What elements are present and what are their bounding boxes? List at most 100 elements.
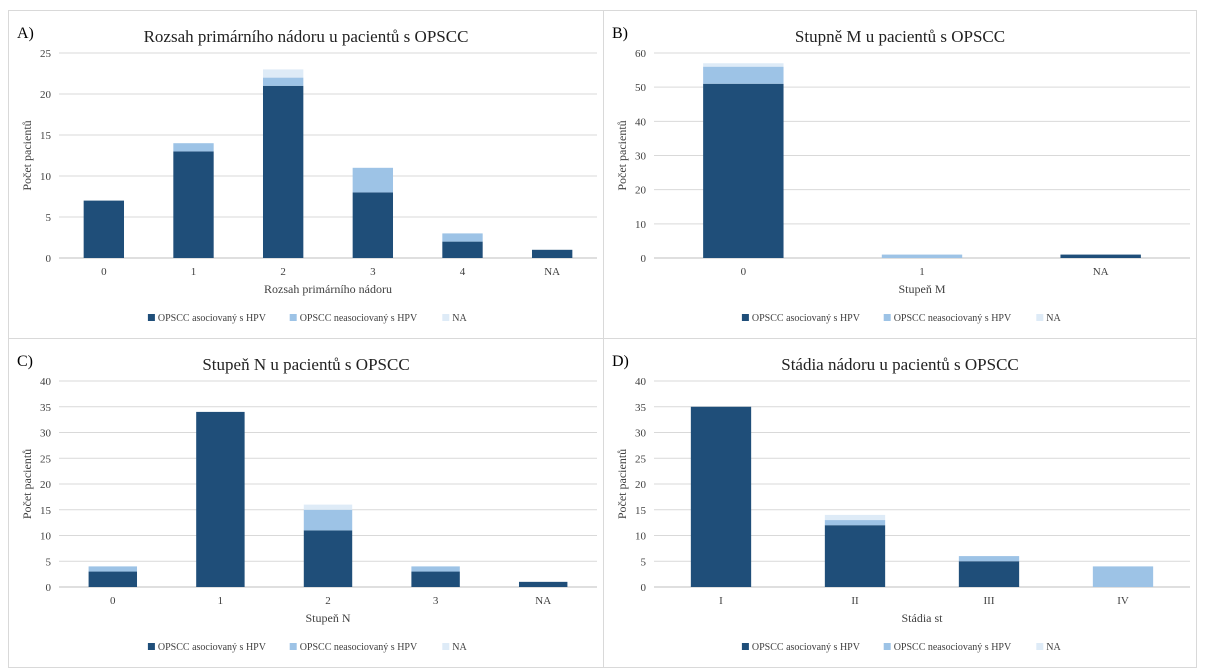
y-tick-label: 5 [46,556,52,568]
bar-segment [958,561,1020,587]
legend-entry: OPSCC asociovaný s HPV [158,313,267,324]
y-tick-label: 20 [40,89,52,101]
bar-segment [824,520,886,526]
chart-title: Stupně M u pacientů s OPSCC [794,27,1006,46]
legend-entry: NA [452,642,467,653]
y-tick-label: 10 [40,171,52,183]
y-tick-label: 10 [635,219,647,231]
y-tick-label: 5 [46,212,52,224]
legend-entry: OPSCC neasociovaný s HPV [300,642,418,653]
y-tick-label: 0 [46,253,52,265]
panel-letter: D) [612,353,629,370]
bar-segment [411,571,460,587]
chart-panel-d: D) Stádia nádoru u pacientů s OPSCC 0 5 10… [603,338,1197,668]
y-tick-label: 0 [46,582,52,594]
y-tick-label: 20 [40,479,52,491]
y-tick-label: 30 [635,151,647,163]
chart-title: Stádia nádoru u pacientů s OPSCC [781,355,1019,374]
x-tick-label: 3 [370,266,376,278]
bar-segment [824,514,886,521]
bar-chart: 0 5 10 15 20 25 30 35 40 0 1 2 3 NA Stupeň N Počet paci… [20,376,597,653]
y-axis-title: Počet pacientů [615,120,629,190]
x-tick-label: NA [535,595,551,607]
legend-entry: OPSCC neasociovaný s HPV [894,642,1012,653]
chart-panel-b: B) Stupně M u pacientů s OPSCC 0 10 20 30 40… [603,10,1197,339]
y-tick-label: 20 [635,479,647,491]
bar-segment [88,571,138,587]
bar-segment [262,77,304,86]
y-tick-label: 0 [641,253,647,265]
bar-segment [262,85,304,258]
x-tick-label: I [719,595,723,607]
x-tick-label: NA [1093,266,1109,278]
legend-swatch [289,314,297,321]
legend-swatch [1036,643,1044,650]
legend: OPSCC asociovaný s HPV OPSCC neasociovaný… [147,313,468,324]
y-tick-label: 40 [40,376,52,388]
y-axis-title: Počet pacientů [20,120,34,190]
legend-entry: OPSCC asociovaný s HPV [158,642,267,653]
bar-segment [262,69,304,78]
x-tick-label: 0 [110,595,116,607]
legend: OPSCC asociovaný s HPV OPSCC neasociovaný… [147,642,468,653]
y-tick-label: 10 [635,531,647,543]
y-tick-label: 35 [40,402,52,414]
bar-segment [303,504,353,510]
y-tick-label: 40 [635,376,647,388]
legend-swatch [442,314,450,321]
bar-segment [958,556,1020,562]
bar-segment [411,566,460,572]
x-tick-label: 2 [325,595,331,607]
panel-letter: C) [17,353,33,370]
x-tick-label: III [984,595,995,607]
bar-segment [1060,254,1141,258]
legend: OPSCC asociovaný s HPV OPSCC neasociovaný… [741,642,1062,653]
x-tick-label: 4 [460,266,466,278]
x-axis-title: Stupeň M [898,282,945,296]
legend-entry: OPSCC neasociovaný s HPV [300,313,418,324]
chart-title: Stupeň N u pacientů s OPSCC [202,355,410,374]
bar-segment [173,151,214,258]
legend-swatch [741,314,749,321]
y-tick-label: 5 [641,556,647,568]
y-tick-label: 15 [40,505,52,517]
bar-segment [442,233,483,242]
bar-segment [196,411,245,587]
legend-swatch [442,643,450,650]
x-tick-label: 1 [919,266,925,278]
legend-swatch [147,314,155,321]
legend-swatch [883,314,891,321]
y-tick-label: 25 [40,453,52,465]
y-tick-label: 25 [635,453,647,465]
bar-segment [352,167,394,193]
y-tick-label: 60 [635,48,647,60]
y-tick-label: 10 [40,531,52,543]
legend-swatch [289,643,297,650]
x-tick-label: 0 [741,266,747,278]
bar-segment [690,406,752,587]
x-tick-label: 2 [280,266,286,278]
x-axis-title: Rozsah primárního nádoru [264,282,392,296]
x-tick-label: 1 [191,266,197,278]
y-tick-label: 30 [635,428,647,440]
legend-swatch [883,643,891,650]
x-tick-label: 3 [433,595,439,607]
legend-entry: NA [1046,642,1061,653]
bar-segment [531,249,573,258]
y-tick-label: 15 [635,505,647,517]
bar-segment [703,63,784,67]
x-tick-label: NA [544,266,560,278]
bar-chart: 0 5 10 15 20 25 0 1 2 3 4 NA Rozsah primárního nádor… [20,48,597,324]
chart-panel-a: A) Rozsah primárního nádoru u pacientů s… [8,10,604,339]
panel-letter: A) [17,25,34,42]
legend-swatch [147,643,155,650]
bar-segment [442,241,483,258]
y-tick-label: 30 [40,428,52,440]
bar-chart: 0 10 20 30 40 50 60 0 1 NA Stupeň M Počet pacientů O… [615,48,1190,324]
legend-swatch [1036,314,1044,321]
chart-title: Rozsah primárního nádoru u pacientů s OP… [143,27,469,46]
x-axis-title: Stádia st [902,611,944,625]
bar-segment [518,581,568,587]
bar-segment [83,200,125,258]
